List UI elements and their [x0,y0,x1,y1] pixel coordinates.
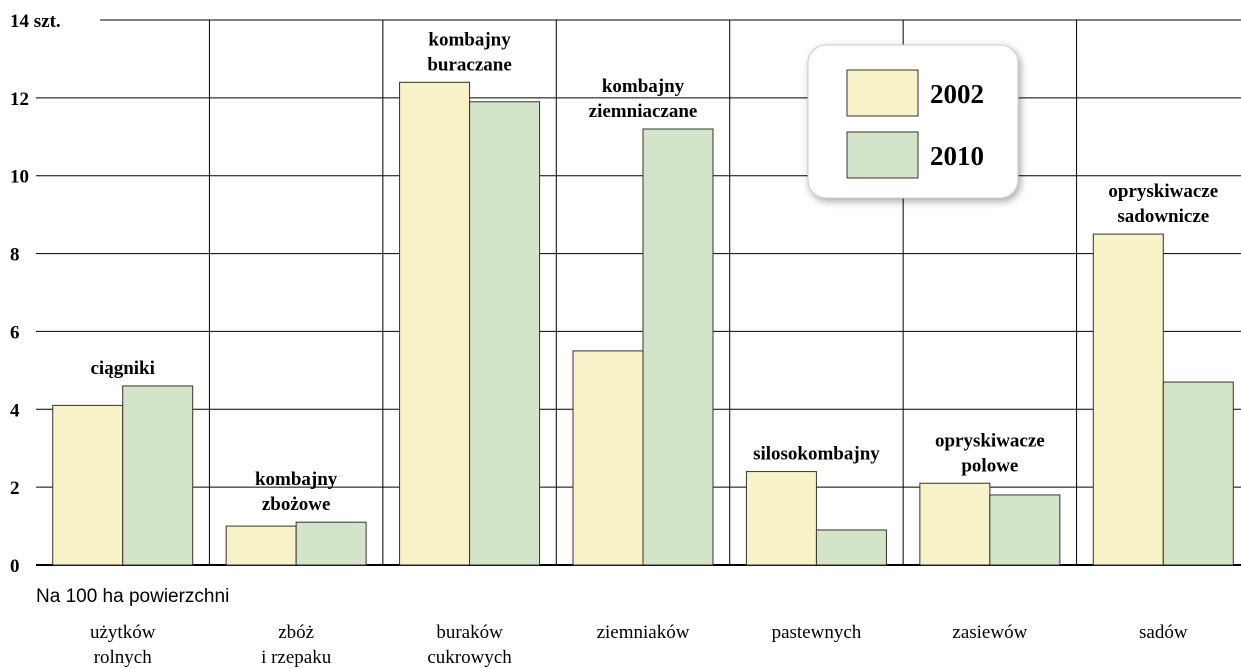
y-tick-label: 6 [10,322,20,343]
annotation: opryskiwacze [1108,181,1218,202]
annotation: kombajny [428,29,511,50]
bar [225,525,297,566]
y-tick-label: 10 [10,167,29,188]
x-axis-note: Na 100 ha powierzchni [36,586,229,607]
bar [122,385,194,566]
bar [469,101,541,566]
annotation: buraczane [427,54,511,75]
grid [36,19,1241,566]
y-tick-label: 2 [10,478,20,499]
bar [1162,381,1234,566]
annotation: kombajny [602,76,685,97]
bar [572,350,644,566]
annotation: opryskiwacze [935,430,1045,451]
annotation: polowe [961,455,1018,476]
x-tick-label: cukrowych [427,647,512,668]
bars [52,81,1234,566]
annotation: kombajny [255,469,338,490]
y-tick-label: 14 szt. [10,11,61,32]
legend-label: 2002 [930,79,984,109]
x-tick-label: rolnych [94,647,153,668]
bar [295,521,367,566]
x-tick-label: zasiewów [952,622,1027,643]
bar [815,529,887,566]
bar [399,81,471,566]
x-tick-label: i rzepaku [261,647,332,668]
x-tick-label: użytków [90,622,156,643]
x-tick-label: sadów [1139,622,1188,643]
labels: 0 2 4 6 8 10 12 14 szt. ciągniki użytków rolnych ko… [10,11,1218,668]
x-tick-label: buraków [436,622,503,643]
annotation: sadownicze [1117,206,1209,227]
x-tick-label: zbóż [278,622,314,643]
legend-swatch [846,131,919,179]
x-tick-label: ziemniaków [597,622,690,643]
annotation: ziemniaczane [589,101,698,122]
y-tick-label: 0 [10,556,20,577]
bar [919,482,991,566]
bar [642,128,714,566]
legend-label: 2010 [930,141,984,171]
legend-swatch [846,69,919,117]
y-tick-label: 12 [10,89,29,110]
bar [52,404,124,566]
x-tick-label: pastewnych [772,622,862,643]
y-tick-label: 8 [10,245,20,266]
bar [989,494,1061,566]
y-tick-label: 4 [10,400,20,421]
legend: 2002 2010 [807,44,1019,199]
bar [1092,233,1164,566]
annotation: ciągniki [91,358,155,379]
bar [745,471,817,566]
annotation: zbożowe [262,494,331,515]
annotation: silosokombajny [753,444,880,465]
